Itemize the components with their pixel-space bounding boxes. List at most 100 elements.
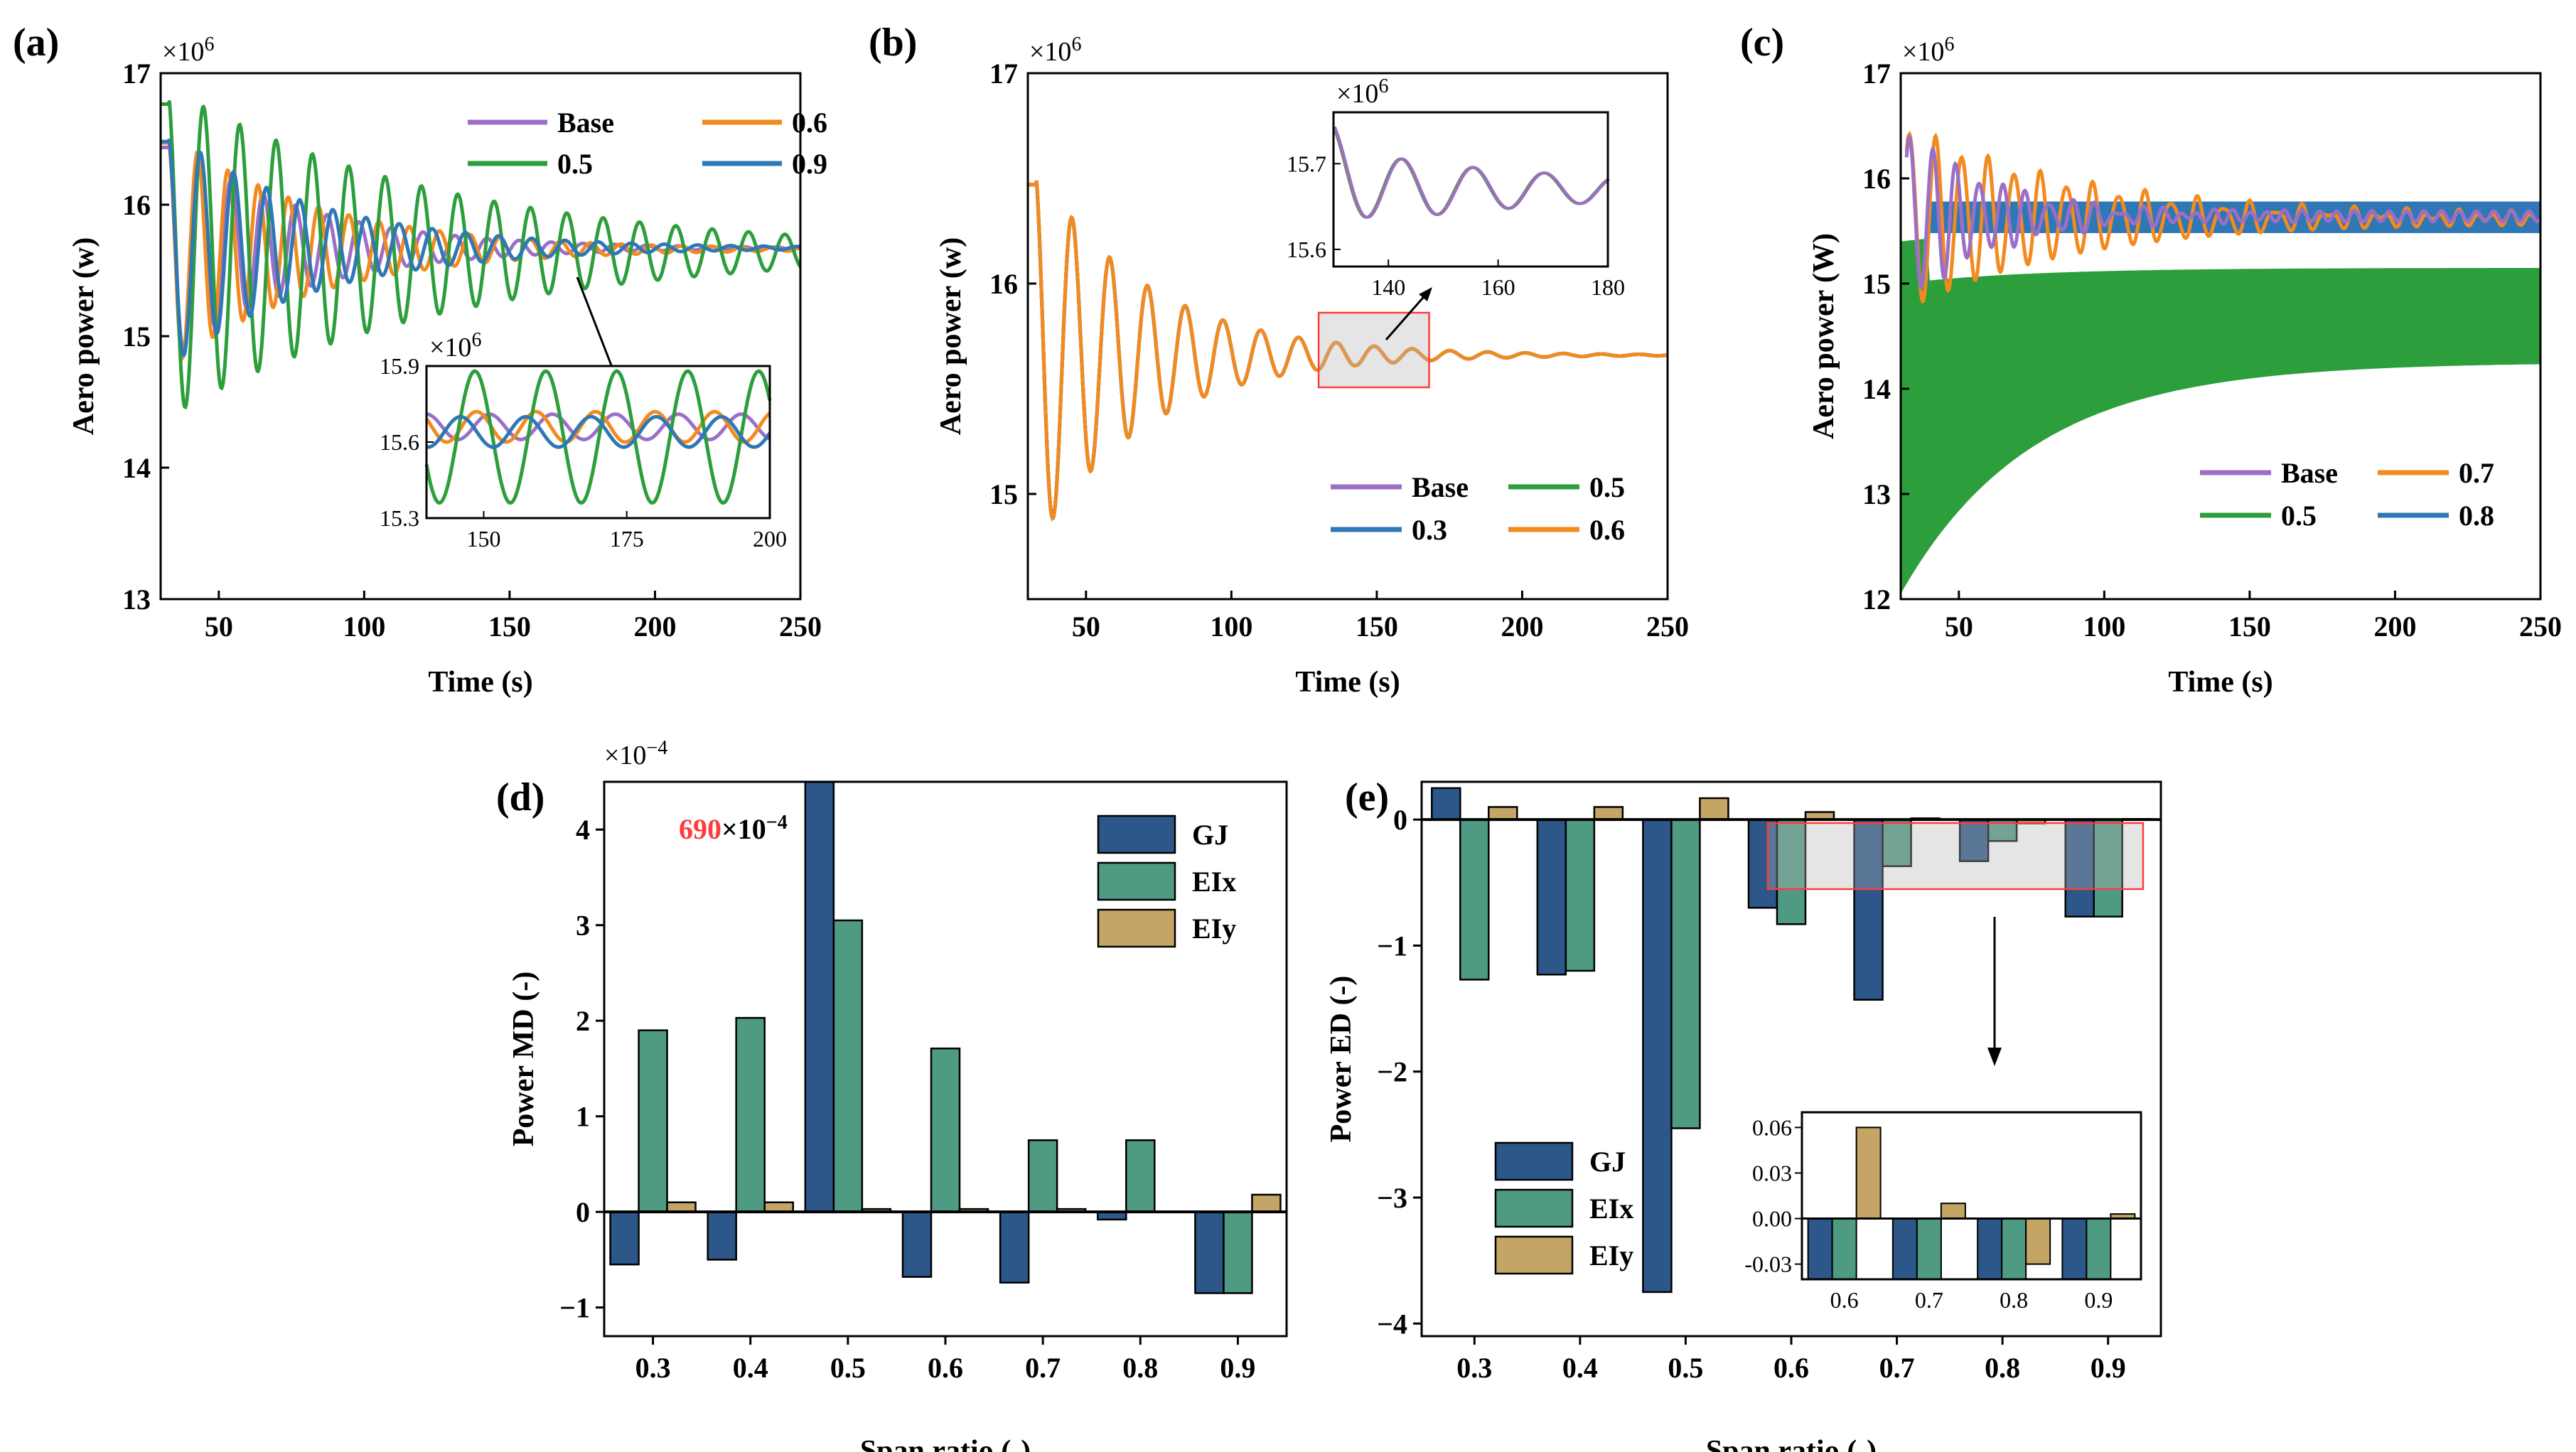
legend-entry-0.5: 0.5 bbox=[1589, 471, 1625, 503]
series-line-base bbox=[1904, 134, 2543, 291]
x-tick-label: 0.8 bbox=[1122, 1352, 1158, 1384]
bar-EIx-0.7 bbox=[1882, 818, 1912, 868]
plot-frame bbox=[1899, 72, 2542, 601]
x-tick-label: 0.5 bbox=[830, 1352, 866, 1384]
panel-label: (b) bbox=[869, 21, 917, 65]
inset-x-tick-label: 150 bbox=[467, 526, 501, 552]
bar-EIy-0.5 bbox=[1699, 797, 1729, 821]
x-tick-label: 0.9 bbox=[2091, 1352, 2126, 1384]
inset-y-tick-label: 0.06 bbox=[1752, 1114, 1792, 1140]
legend-swatch bbox=[1494, 1141, 1574, 1181]
bar-EIx-0.6 bbox=[1776, 818, 1807, 925]
inset-y-tick-label: 15.6 bbox=[1287, 237, 1326, 262]
x-tick-label: 150 bbox=[2228, 611, 2271, 642]
bar-GJ-0.4 bbox=[707, 1210, 737, 1261]
inset-y-tick-label: -0.03 bbox=[1744, 1252, 1792, 1277]
y-axis-label: Power MD (-) bbox=[508, 972, 540, 1146]
bar-GJ-0.4 bbox=[1536, 818, 1567, 976]
legend-swatch bbox=[1097, 814, 1176, 854]
y-tick-label: −1 bbox=[1377, 930, 1407, 962]
bar-GJ-0.6 bbox=[901, 1210, 933, 1278]
y-tick-label: 15 bbox=[989, 478, 1018, 510]
y-axis-label: Aero power (W) bbox=[1808, 233, 1840, 439]
x-tick-label: 0.6 bbox=[1773, 1352, 1809, 1384]
x-tick-label: 0.6 bbox=[928, 1352, 963, 1384]
y-tick-label: 17 bbox=[1862, 58, 1891, 90]
x-tick-label: 0.7 bbox=[1879, 1352, 1915, 1384]
y-tick-label: −4 bbox=[1377, 1308, 1407, 1340]
y-tick-label: 16 bbox=[989, 268, 1018, 300]
inset-bar-EIx-0.7 bbox=[1916, 1217, 1942, 1280]
axis-multiplier: ×106 bbox=[1029, 33, 1081, 67]
panel-d: (d) 0.3 0.4 0.5 0.6 0.7 0.8 0.9 −1 0 1 2 3 4 Span rati… bbox=[496, 737, 1288, 1452]
inset-y-tick-label: 15.6 bbox=[380, 429, 419, 455]
bar-GJ-0.3 bbox=[1431, 787, 1461, 821]
series-band-0.5 bbox=[1901, 238, 2540, 594]
zoom-highlight-box bbox=[1317, 311, 1430, 389]
x-tick-label: 100 bbox=[343, 611, 385, 642]
x-tick-label: 0.3 bbox=[1456, 1352, 1492, 1384]
annotation-690: 690×10−4 bbox=[679, 812, 788, 845]
bar-EIy-0.4 bbox=[1593, 806, 1624, 821]
y-tick-label: 12 bbox=[1862, 584, 1891, 615]
legend-swatch bbox=[1097, 861, 1176, 901]
inset-frame bbox=[1800, 1111, 2142, 1281]
bar-EIx-0.5 bbox=[1670, 818, 1701, 1129]
inset-bar-EIx-0.6 bbox=[1831, 1217, 1857, 1280]
y-tick-label: 13 bbox=[1862, 478, 1891, 510]
bar-EIx-0.8 bbox=[1125, 1139, 1156, 1213]
bar-GJ-0.7 bbox=[999, 1210, 1030, 1284]
inset-bg bbox=[1333, 112, 1608, 267]
x-tick-label: 200 bbox=[2373, 611, 2416, 642]
inset-x-tick-label: 140 bbox=[1371, 274, 1405, 300]
x-axis-label: Span ratio (-) bbox=[860, 1435, 1031, 1452]
y-tick-label: −2 bbox=[1377, 1056, 1407, 1088]
x-tick-label: 250 bbox=[2519, 611, 2562, 642]
inset-arrowhead bbox=[1419, 287, 1432, 301]
y-tick-label: −1 bbox=[559, 1292, 590, 1324]
inset-arrow bbox=[1385, 292, 1429, 340]
axis-multiplier: ×106 bbox=[1902, 33, 1954, 67]
y-tick-label: 3 bbox=[576, 910, 590, 942]
inset-bar-GJ-0.8 bbox=[1977, 1217, 2003, 1280]
y-tick-label: 14 bbox=[122, 452, 151, 484]
y-tick-label: 17 bbox=[989, 58, 1018, 90]
inset-x-tick-label: 0.9 bbox=[2084, 1287, 2113, 1313]
inset-x-tick-label: 175 bbox=[610, 526, 644, 552]
bar-EIy-0.3 bbox=[666, 1201, 697, 1213]
x-tick-label: 0.8 bbox=[1985, 1352, 2020, 1384]
y-tick-label: 16 bbox=[1862, 163, 1891, 195]
x-tick-label: 0.4 bbox=[1562, 1352, 1598, 1384]
inset-bar-GJ-0.7 bbox=[1891, 1217, 1918, 1280]
x-axis-label: Span ratio (-) bbox=[1706, 1435, 1877, 1452]
bar-EIx-0.5 bbox=[832, 919, 864, 1213]
bar-GJ-0.7 bbox=[1853, 818, 1884, 1001]
x-tick-label: 50 bbox=[1945, 611, 1973, 642]
legend-entry-0.7: 0.7 bbox=[2459, 457, 2494, 489]
panel-a: (a) ×106 50 100 150 200 250 13 14 15 16 17 Time (s) A… bbox=[13, 21, 827, 699]
inset-multiplier: ×106 bbox=[429, 329, 481, 362]
y-tick-label: 0 bbox=[576, 1196, 590, 1228]
x-tick-label: 0.9 bbox=[1220, 1352, 1255, 1384]
inset-y-tick-label: 15.3 bbox=[380, 505, 419, 531]
inset-multiplier: ×106 bbox=[1336, 75, 1388, 109]
bar-EIx-0.9 bbox=[1223, 1210, 1253, 1294]
inset-y-tick-label: 0.00 bbox=[1752, 1206, 1792, 1232]
x-tick-label: 250 bbox=[779, 611, 822, 642]
legend-entry-0.3: 0.3 bbox=[1412, 514, 1447, 546]
inset-x-tick-label: 0.8 bbox=[2000, 1287, 2028, 1313]
x-tick-label: 200 bbox=[1501, 611, 1543, 642]
y-tick-label: 4 bbox=[576, 814, 590, 846]
bar-EIx-0.6 bbox=[930, 1047, 961, 1213]
inset-arrowhead bbox=[1987, 1048, 2002, 1066]
series-line-0.5 bbox=[161, 100, 803, 410]
series-line-0.9 bbox=[161, 139, 801, 357]
inset-x-tick-label: 0.6 bbox=[1830, 1287, 1859, 1313]
x-tick-label: 50 bbox=[205, 611, 233, 642]
axis-multiplier: ×10−4 bbox=[604, 737, 667, 770]
inset-line-0.9 bbox=[426, 414, 772, 449]
y-tick-label: 2 bbox=[576, 1005, 590, 1037]
bar-GJ-0.3 bbox=[609, 1210, 640, 1266]
inset-x-tick-label: 160 bbox=[1481, 274, 1515, 300]
x-axis-label: Time (s) bbox=[428, 666, 532, 699]
